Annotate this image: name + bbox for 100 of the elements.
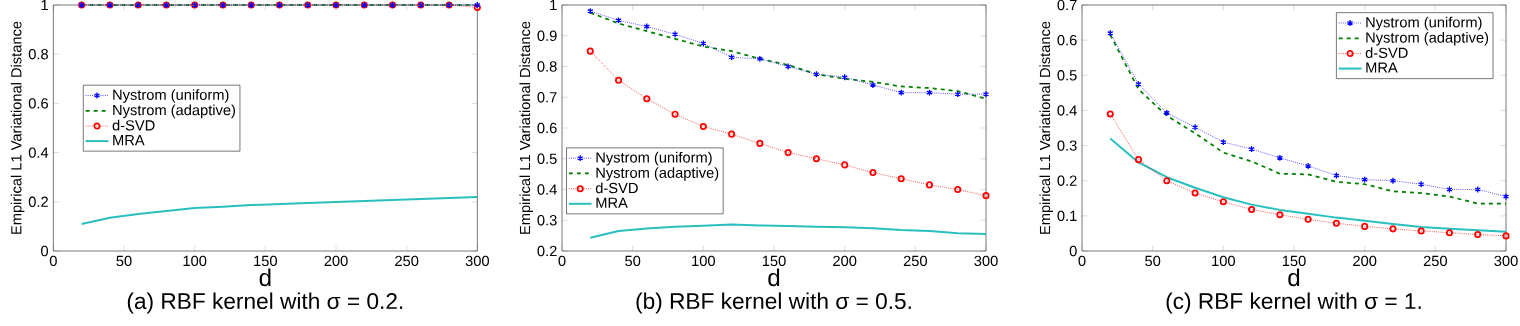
line-series [1109, 137, 1508, 233]
y-tick-label: 0.7 [537, 92, 557, 103]
point [869, 169, 877, 177]
y-tick-label: 0.8 [28, 49, 48, 60]
point [1304, 162, 1312, 170]
point [699, 122, 707, 130]
point [1191, 123, 1199, 131]
y-tick-label: 0.2 [1057, 175, 1077, 186]
point [756, 139, 764, 147]
text: (c) RBF kernel with σ = 1. [1166, 292, 1421, 314]
point [1361, 222, 1369, 230]
point [671, 30, 679, 38]
x-tick-label: 150 [762, 255, 786, 267]
y-tick-label: 0.4 [1057, 105, 1077, 116]
y-axis-title: Empirical L1 Variational Distance [519, 21, 534, 234]
x-tick-label: 150 [254, 255, 277, 267]
text: (b) RBF kernel with σ = 0.5. [636, 292, 911, 314]
x-tick-label: 100 [1212, 255, 1235, 267]
x-tick-label: 0 [1078, 255, 1086, 267]
point [869, 81, 877, 89]
x-tick-label: 0 [49, 255, 57, 267]
point [812, 155, 820, 163]
x-axis-title: d [259, 268, 271, 287]
point [982, 192, 990, 200]
x-tick-label: 300 [465, 255, 489, 267]
y-tick-label: 0.3 [537, 215, 557, 226]
legend-label: MRA [596, 197, 628, 208]
x-tick-label: 250 [395, 255, 419, 267]
point [925, 181, 934, 189]
point [1304, 215, 1312, 223]
y-tick-label: 0.4 [537, 184, 557, 195]
point [1332, 219, 1340, 227]
x-tick-label: 100 [692, 255, 715, 267]
point [643, 95, 651, 103]
y-tick-label: 1 [550, 0, 557, 11]
legend-label: Nystrom (uniform) [113, 89, 229, 103]
x-tick-label: 200 [833, 255, 857, 267]
y-tick-label: 0.4 [28, 147, 49, 158]
y-tick-label: 0.7 [1057, 0, 1077, 11]
legend-label: d-SVD [1365, 47, 1408, 59]
y-tick-label: 0.2 [537, 245, 557, 257]
point [954, 185, 962, 194]
y-tick-label: 0.8 [537, 61, 557, 72]
y-tick-label: 1 [41, 0, 48, 11]
x-tick-label: 100 [183, 255, 207, 267]
y-tick-label: 0.5 [1057, 70, 1077, 81]
x-tick-label: 300 [974, 255, 998, 267]
y-tick-label: 0.5 [537, 153, 557, 164]
legend-label: Nystrom (uniform) [596, 151, 712, 166]
y-tick-label: 0.9 [537, 30, 557, 41]
legend-label: Nystrom (uniform) [1366, 16, 1482, 31]
x-tick-label: 250 [903, 255, 927, 267]
y-axis-title: Empirical L1 Variational Distance [1039, 21, 1054, 234]
x-tick-label: 50 [625, 255, 641, 267]
point [1276, 211, 1284, 219]
x-tick-label: 250 [1423, 255, 1447, 267]
point [1219, 198, 1227, 206]
y-tick-label: 0.6 [28, 98, 48, 109]
x-tick-label: 50 [1145, 255, 1161, 267]
point [897, 175, 905, 183]
x-axis-title: d [1288, 268, 1300, 287]
legend-label: d-SVD [112, 119, 155, 131]
point [1135, 156, 1143, 164]
legend-label: d-SVD [595, 182, 638, 194]
point [1163, 177, 1171, 185]
x-tick-label: 300 [1494, 255, 1518, 267]
legend-label: Nystrom (adaptive) [113, 104, 235, 119]
y-tick-label: 0.6 [1057, 34, 1077, 46]
point [1417, 227, 1425, 235]
y-tick-label: 0.3 [1057, 140, 1077, 151]
legend-label: MRA [1366, 62, 1398, 73]
point [1106, 110, 1114, 118]
x-axis-title: d [768, 268, 780, 287]
point [1191, 189, 1199, 197]
point [1502, 232, 1510, 240]
text: (a) RBF kernel with σ = 0.2. [127, 292, 403, 314]
point [1445, 229, 1454, 237]
point [784, 149, 792, 157]
point [1389, 177, 1397, 185]
point [841, 161, 849, 169]
line-series [589, 223, 988, 239]
point [1276, 154, 1284, 162]
x-tick-label: 200 [324, 255, 348, 267]
point [728, 130, 736, 138]
x-tick-label: 0 [558, 255, 566, 267]
y-axis-title: Empirical L1 Variational Distance [10, 21, 25, 234]
legend-label: Nystrom (adaptive) [1366, 31, 1489, 46]
point [671, 110, 679, 118]
point [1474, 230, 1482, 239]
point [615, 76, 623, 84]
x-tick-label: 150 [1282, 255, 1306, 267]
y-tick-label: 0.2 [28, 196, 48, 207]
y-tick-label: 0.1 [1057, 210, 1077, 222]
y-tick-label: 0 [1069, 245, 1077, 257]
x-tick-label: 200 [1353, 255, 1377, 267]
point [586, 47, 594, 55]
legend-label: Nystrom (adaptive) [596, 167, 719, 181]
legend-label: MRA [113, 135, 145, 146]
point [1389, 225, 1397, 233]
point [756, 55, 764, 63]
